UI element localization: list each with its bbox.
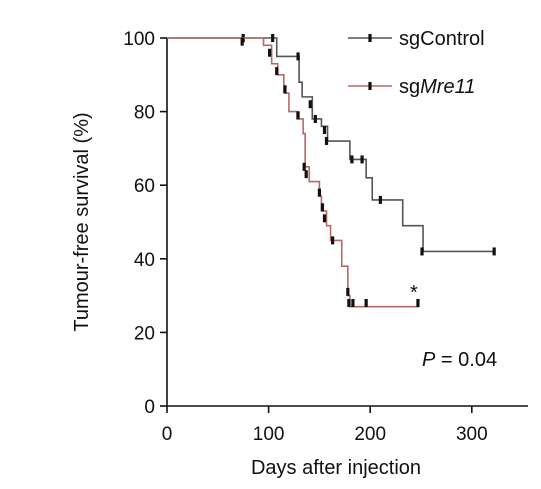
censor-mark	[271, 34, 275, 42]
axis-ticks: 0 20 40 60 80 100 0 100 200 300	[123, 29, 487, 445]
censor-mark	[283, 85, 287, 94]
legend-label-prefix: sg	[399, 76, 420, 98]
censor-mark	[308, 100, 312, 109]
y-axis-title-group: Tumour-free survival (%)	[71, 112, 93, 331]
censor-mark	[492, 247, 496, 256]
censor-mark	[351, 298, 355, 307]
survival-curve	[167, 37, 419, 308]
significance-star: *	[410, 282, 418, 304]
y-tick-label: 0	[144, 397, 155, 418]
series-layer	[167, 34, 496, 308]
y-axis-title: Tumour-free survival (%)	[71, 112, 93, 331]
x-tick-label: 0	[162, 424, 173, 445]
censor-mark	[378, 195, 382, 204]
censor-mark	[296, 52, 300, 61]
censor-mark	[240, 37, 244, 46]
censor-mark	[296, 111, 300, 120]
y-tick-label: 40	[134, 250, 155, 271]
p-value-symbol: P	[422, 349, 436, 371]
series-1	[167, 37, 420, 308]
censor-mark	[320, 203, 325, 212]
censor-mark	[304, 170, 308, 179]
annotations: * P = 0.04	[410, 282, 497, 371]
censor-mark	[324, 137, 329, 146]
censor-mark	[416, 298, 420, 307]
y-tick-label: 20	[134, 323, 155, 344]
censor-mark	[317, 188, 322, 197]
legend-label-suffix: Control	[420, 28, 484, 50]
y-tick-label: 100	[123, 29, 155, 50]
x-tick-label: 200	[354, 424, 386, 445]
p-value: P = 0.04	[422, 349, 497, 371]
legend-label: sgControl	[399, 28, 485, 50]
censor-mark	[331, 236, 335, 245]
y-tick-label: 80	[134, 103, 155, 124]
censor-mark	[360, 155, 364, 164]
censor-mark	[346, 287, 350, 296]
legend-label: sgMre11	[399, 76, 475, 98]
legend-label-suffix: Mre11	[420, 76, 475, 98]
censor-mark	[302, 162, 306, 171]
x-tick-label: 100	[253, 424, 285, 445]
censor-mark	[364, 298, 368, 307]
legend-censor-mark	[368, 82, 372, 90]
legend-censor-mark	[368, 34, 372, 42]
censor-mark	[313, 114, 317, 123]
x-axis-title: Days after injection	[251, 457, 421, 479]
censor-mark	[275, 67, 279, 76]
x-tick-label: 300	[456, 424, 488, 445]
p-value-number: = 0.04	[435, 349, 497, 371]
legend-entry-0: sgControl	[348, 28, 485, 50]
censor-mark	[347, 298, 351, 307]
censor-mark	[420, 247, 424, 256]
censor-mark	[322, 214, 327, 223]
censor-mark	[322, 126, 327, 134]
y-tick-label: 60	[134, 176, 155, 197]
survival-curve	[167, 37, 495, 253]
series-0	[167, 34, 496, 256]
legend-label-prefix: sg	[399, 28, 420, 50]
censor-mark	[350, 155, 354, 164]
legend-entry-1: sgMre11	[348, 76, 475, 98]
censor-mark	[268, 48, 272, 57]
